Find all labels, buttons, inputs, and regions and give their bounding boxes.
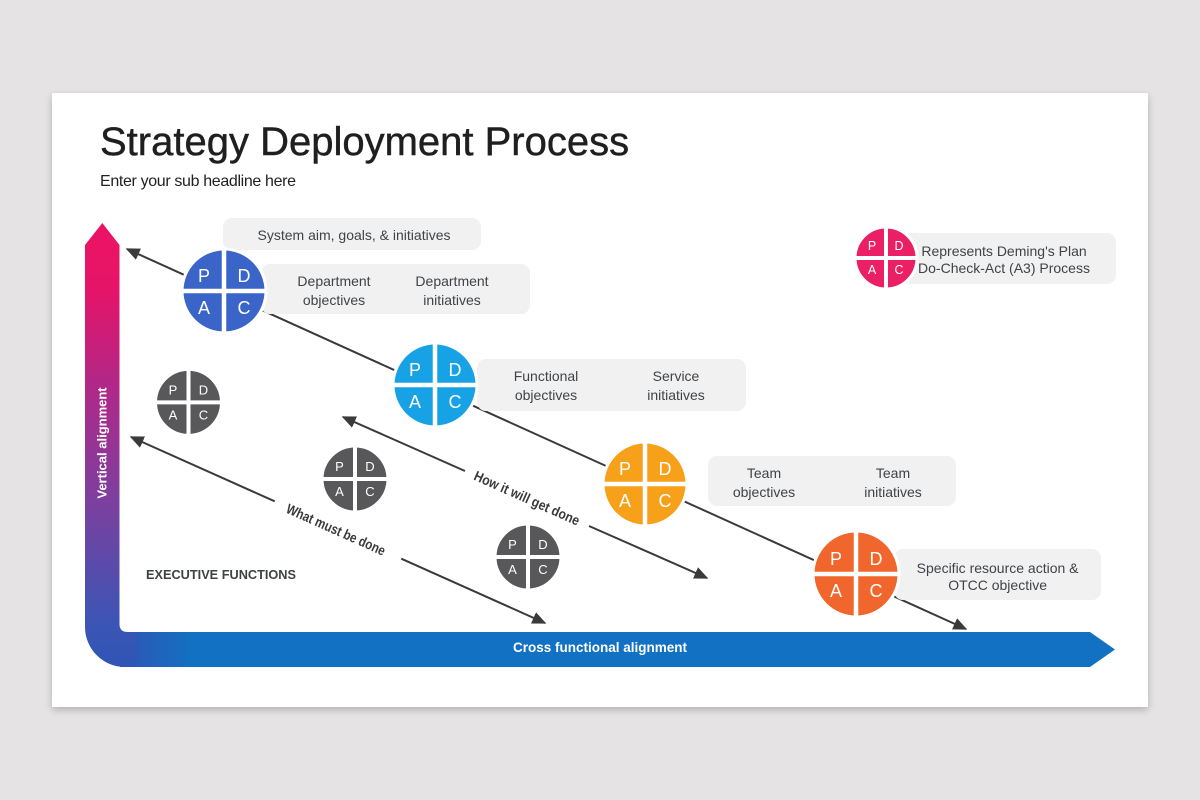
svg-text:A: A [508,562,517,577]
svg-text:Team: Team [876,465,910,481]
svg-text:D: D [894,239,903,253]
svg-text:objectives: objectives [303,292,365,308]
svg-text:D: D [365,459,374,474]
svg-text:D: D [870,549,883,569]
svg-text:Department: Department [297,273,370,289]
svg-text:C: C [365,484,374,499]
svg-text:D: D [199,382,208,397]
svg-text:C: C [449,392,462,412]
svg-text:C: C [870,581,883,601]
svg-text:P: P [198,266,210,286]
svg-text:Specific resource action &: Specific resource action & [917,560,1080,576]
svg-text:C: C [894,263,903,277]
svg-text:initiatives: initiatives [423,292,481,308]
svg-text:C: C [238,298,251,318]
svg-text:A: A [198,298,210,318]
svg-text:A: A [868,263,877,277]
svg-text:P: P [409,360,421,380]
svg-text:OTCC objective: OTCC objective [948,577,1047,593]
svg-text:D: D [449,360,462,380]
svg-text:P: P [619,459,631,479]
svg-text:C: C [199,407,208,422]
svg-text:D: D [659,459,672,479]
svg-text:System aim, goals, & initiativ: System aim, goals, & initiatives [258,227,451,243]
svg-text:How it will get done: How it will get done [472,468,583,529]
svg-text:P: P [508,537,517,552]
svg-text:P: P [169,382,178,397]
svg-text:P: P [830,549,842,569]
svg-text:Department: Department [415,273,488,289]
svg-text:objectives: objectives [515,387,577,403]
svg-text:A: A [409,392,421,412]
svg-text:A: A [830,581,842,601]
svg-text:P: P [335,459,344,474]
svg-text:D: D [238,266,251,286]
svg-text:Team: Team [747,465,781,481]
svg-text:initiatives: initiatives [864,484,922,500]
svg-text:A: A [335,484,344,499]
svg-text:C: C [538,562,547,577]
svg-text:C: C [659,491,672,511]
svg-text:A: A [169,407,178,422]
svg-text:EXECUTIVE FUNCTIONS: EXECUTIVE FUNCTIONS [146,567,296,582]
svg-text:A: A [619,491,631,511]
svg-text:Do-Check-Act (A3) Process: Do-Check-Act (A3) Process [918,260,1090,276]
svg-text:Vertical alignment: Vertical alignment [95,387,110,499]
svg-text:Functional: Functional [514,368,579,384]
svg-text:What must be done: What must be done [284,500,388,558]
svg-text:P: P [868,239,876,253]
svg-text:initiatives: initiatives [647,387,705,403]
svg-text:Represents Deming's Plan: Represents Deming's Plan [921,243,1086,259]
svg-text:Cross functional alignment: Cross functional alignment [513,640,688,655]
svg-text:D: D [538,537,547,552]
svg-text:objectives: objectives [733,484,795,500]
svg-text:Service: Service [653,368,700,384]
